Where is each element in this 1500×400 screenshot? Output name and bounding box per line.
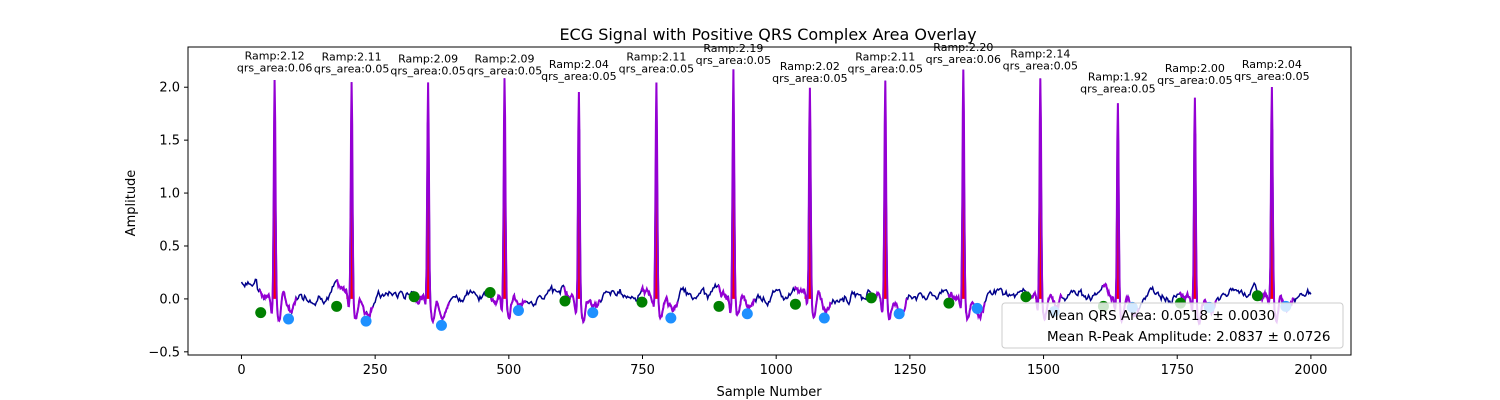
qrs-segment-line <box>1024 78 1063 322</box>
r-peak-label: Ramp:2.20 <box>933 41 993 54</box>
qrs-onset-point <box>789 298 801 310</box>
r-peak-label: Ramp:2.14 <box>1010 47 1070 60</box>
qrs-area-label: qrs_area:0.05 <box>1080 83 1155 96</box>
y-tick-label: −0.5 <box>148 345 180 360</box>
qrs-onset-point <box>1020 291 1032 303</box>
r-peak-label: Ramp:2.11 <box>626 51 686 64</box>
r-peak-label: Ramp:1.92 <box>1088 71 1148 84</box>
qrs-area-label: qrs_area:0.05 <box>772 72 847 85</box>
qrs-area-label: qrs_area:0.06 <box>926 53 1001 66</box>
qrs-area-label: qrs_area:0.05 <box>619 63 694 76</box>
x-tick-label: 1250 <box>893 363 926 378</box>
qrs-offset-point <box>971 302 983 314</box>
chart-title: ECG Signal with Positive QRS Complex Are… <box>559 25 976 44</box>
qrs-offset-point <box>283 313 295 325</box>
x-tick-label: 500 <box>496 363 521 378</box>
x-tick-label: 1000 <box>760 363 793 378</box>
y-tick-label: 2.0 <box>159 81 180 96</box>
y-axis-label: Amplitude <box>124 170 139 237</box>
qrs-onset-point <box>636 296 648 308</box>
qrs-offset-point <box>741 308 753 320</box>
x-tick-label: 0 <box>237 363 245 378</box>
legend: Mean QRS Area: 0.0518 ± 0.0030 Mean R-Pe… <box>1001 302 1344 349</box>
qrs-segment-line <box>258 79 297 323</box>
r-peak-label: Ramp:2.09 <box>475 53 535 66</box>
qrs-segment-line <box>947 69 986 323</box>
x-tick-label: 250 <box>363 363 388 378</box>
ecg-signal-line <box>240 69 1312 325</box>
r-peak-label: Ramp:2.02 <box>780 60 840 73</box>
qrs-segment-line <box>1178 97 1218 326</box>
qrs-segment-line <box>793 87 832 320</box>
qrs-segment-line <box>336 82 374 320</box>
qrs-area-label: qrs_area:0.05 <box>314 63 389 76</box>
qrs-offset-point <box>893 308 905 320</box>
qrs-onset-point <box>331 300 343 312</box>
qrs-area-label: qrs_area:0.05 <box>467 65 542 78</box>
qrs-segment-line <box>640 82 679 321</box>
qrs-offset-point <box>512 305 524 317</box>
qrs-offset-point <box>587 307 599 319</box>
qrs-area-label: qrs_area:0.05 <box>390 65 465 78</box>
qrs-offset-point <box>360 315 372 327</box>
y-tick-label: 0.5 <box>159 239 180 254</box>
qrs-onset-point <box>484 287 496 299</box>
qrs-area-label: qrs_area:0.05 <box>1234 70 1309 83</box>
x-tick-label: 1500 <box>1027 363 1060 378</box>
y-tick-label: 1.0 <box>159 187 180 202</box>
qrs-segment-line <box>488 78 527 321</box>
qrs-area-label: qrs_area:0.05 <box>696 54 771 67</box>
qrs-onset-point <box>559 295 571 307</box>
plot-frame <box>187 46 1352 356</box>
qrs-area-label: qrs_area:0.06 <box>237 62 312 75</box>
qrs-onset-point <box>713 300 725 312</box>
qrs-area-label: qrs_area:0.05 <box>848 63 923 76</box>
qrs-onset-point <box>943 297 955 309</box>
qrs-offset-point <box>435 319 447 331</box>
r-peak-label: Ramp:2.04 <box>549 58 609 71</box>
qrs-onset-point <box>1251 290 1263 302</box>
x-tick-label: 2000 <box>1294 363 1327 378</box>
plot-area: Ramp:2.12qrs_area:0.06Ramp:2.11qrs_area:… <box>237 41 1312 331</box>
qrs-area-label: qrs_area:0.05 <box>1003 59 1078 72</box>
qrs-offset-point <box>818 312 830 324</box>
legend-mean-qrs-area: Mean QRS Area: 0.0518 ± 0.0030 <box>1047 308 1275 324</box>
r-peak-label: Ramp:2.19 <box>703 42 763 55</box>
legend-mean-r-peak: Mean R-Peak Amplitude: 2.0837 ± 0.0726 <box>1047 329 1331 345</box>
qrs-offset-point <box>665 312 677 324</box>
r-peak-label: Ramp:2.04 <box>1242 58 1302 71</box>
qrs-segment-line <box>1101 103 1140 325</box>
qrs-segment-line <box>563 91 602 325</box>
qrs-onset-point <box>255 307 267 319</box>
qrs-segment-line <box>869 80 908 321</box>
r-peak-label: Ramp:2.11 <box>322 51 382 64</box>
x-axis-label: Sample Number <box>716 385 822 400</box>
qrs-segment-line <box>717 69 756 317</box>
qrs-area-label: qrs_area:0.05 <box>541 70 616 83</box>
qrs-segment-line <box>412 82 451 325</box>
x-tick-label: 750 <box>630 363 655 378</box>
y-tick-label: 1.5 <box>159 134 180 149</box>
y-tick-label: 0.0 <box>159 292 180 307</box>
qrs-area-label: qrs_area:0.05 <box>1157 74 1232 87</box>
r-peak-label: Ramp:2.12 <box>245 50 305 63</box>
qrs-segment-line <box>1256 86 1295 325</box>
x-tick-label: 1750 <box>1161 363 1194 378</box>
qrs-onset-point <box>408 291 420 303</box>
r-peak-label: Ramp:2.09 <box>398 53 458 66</box>
axes: 0 250 500 750 1000 1250 1500 1750 2000 −0.5 0.0 0.5… <box>148 81 1327 378</box>
r-peak-label: Ramp:2.11 <box>855 51 915 64</box>
qrs-onset-point <box>865 292 877 304</box>
legend-box <box>1001 302 1344 349</box>
r-peak-label: Ramp:2.00 <box>1165 62 1225 75</box>
